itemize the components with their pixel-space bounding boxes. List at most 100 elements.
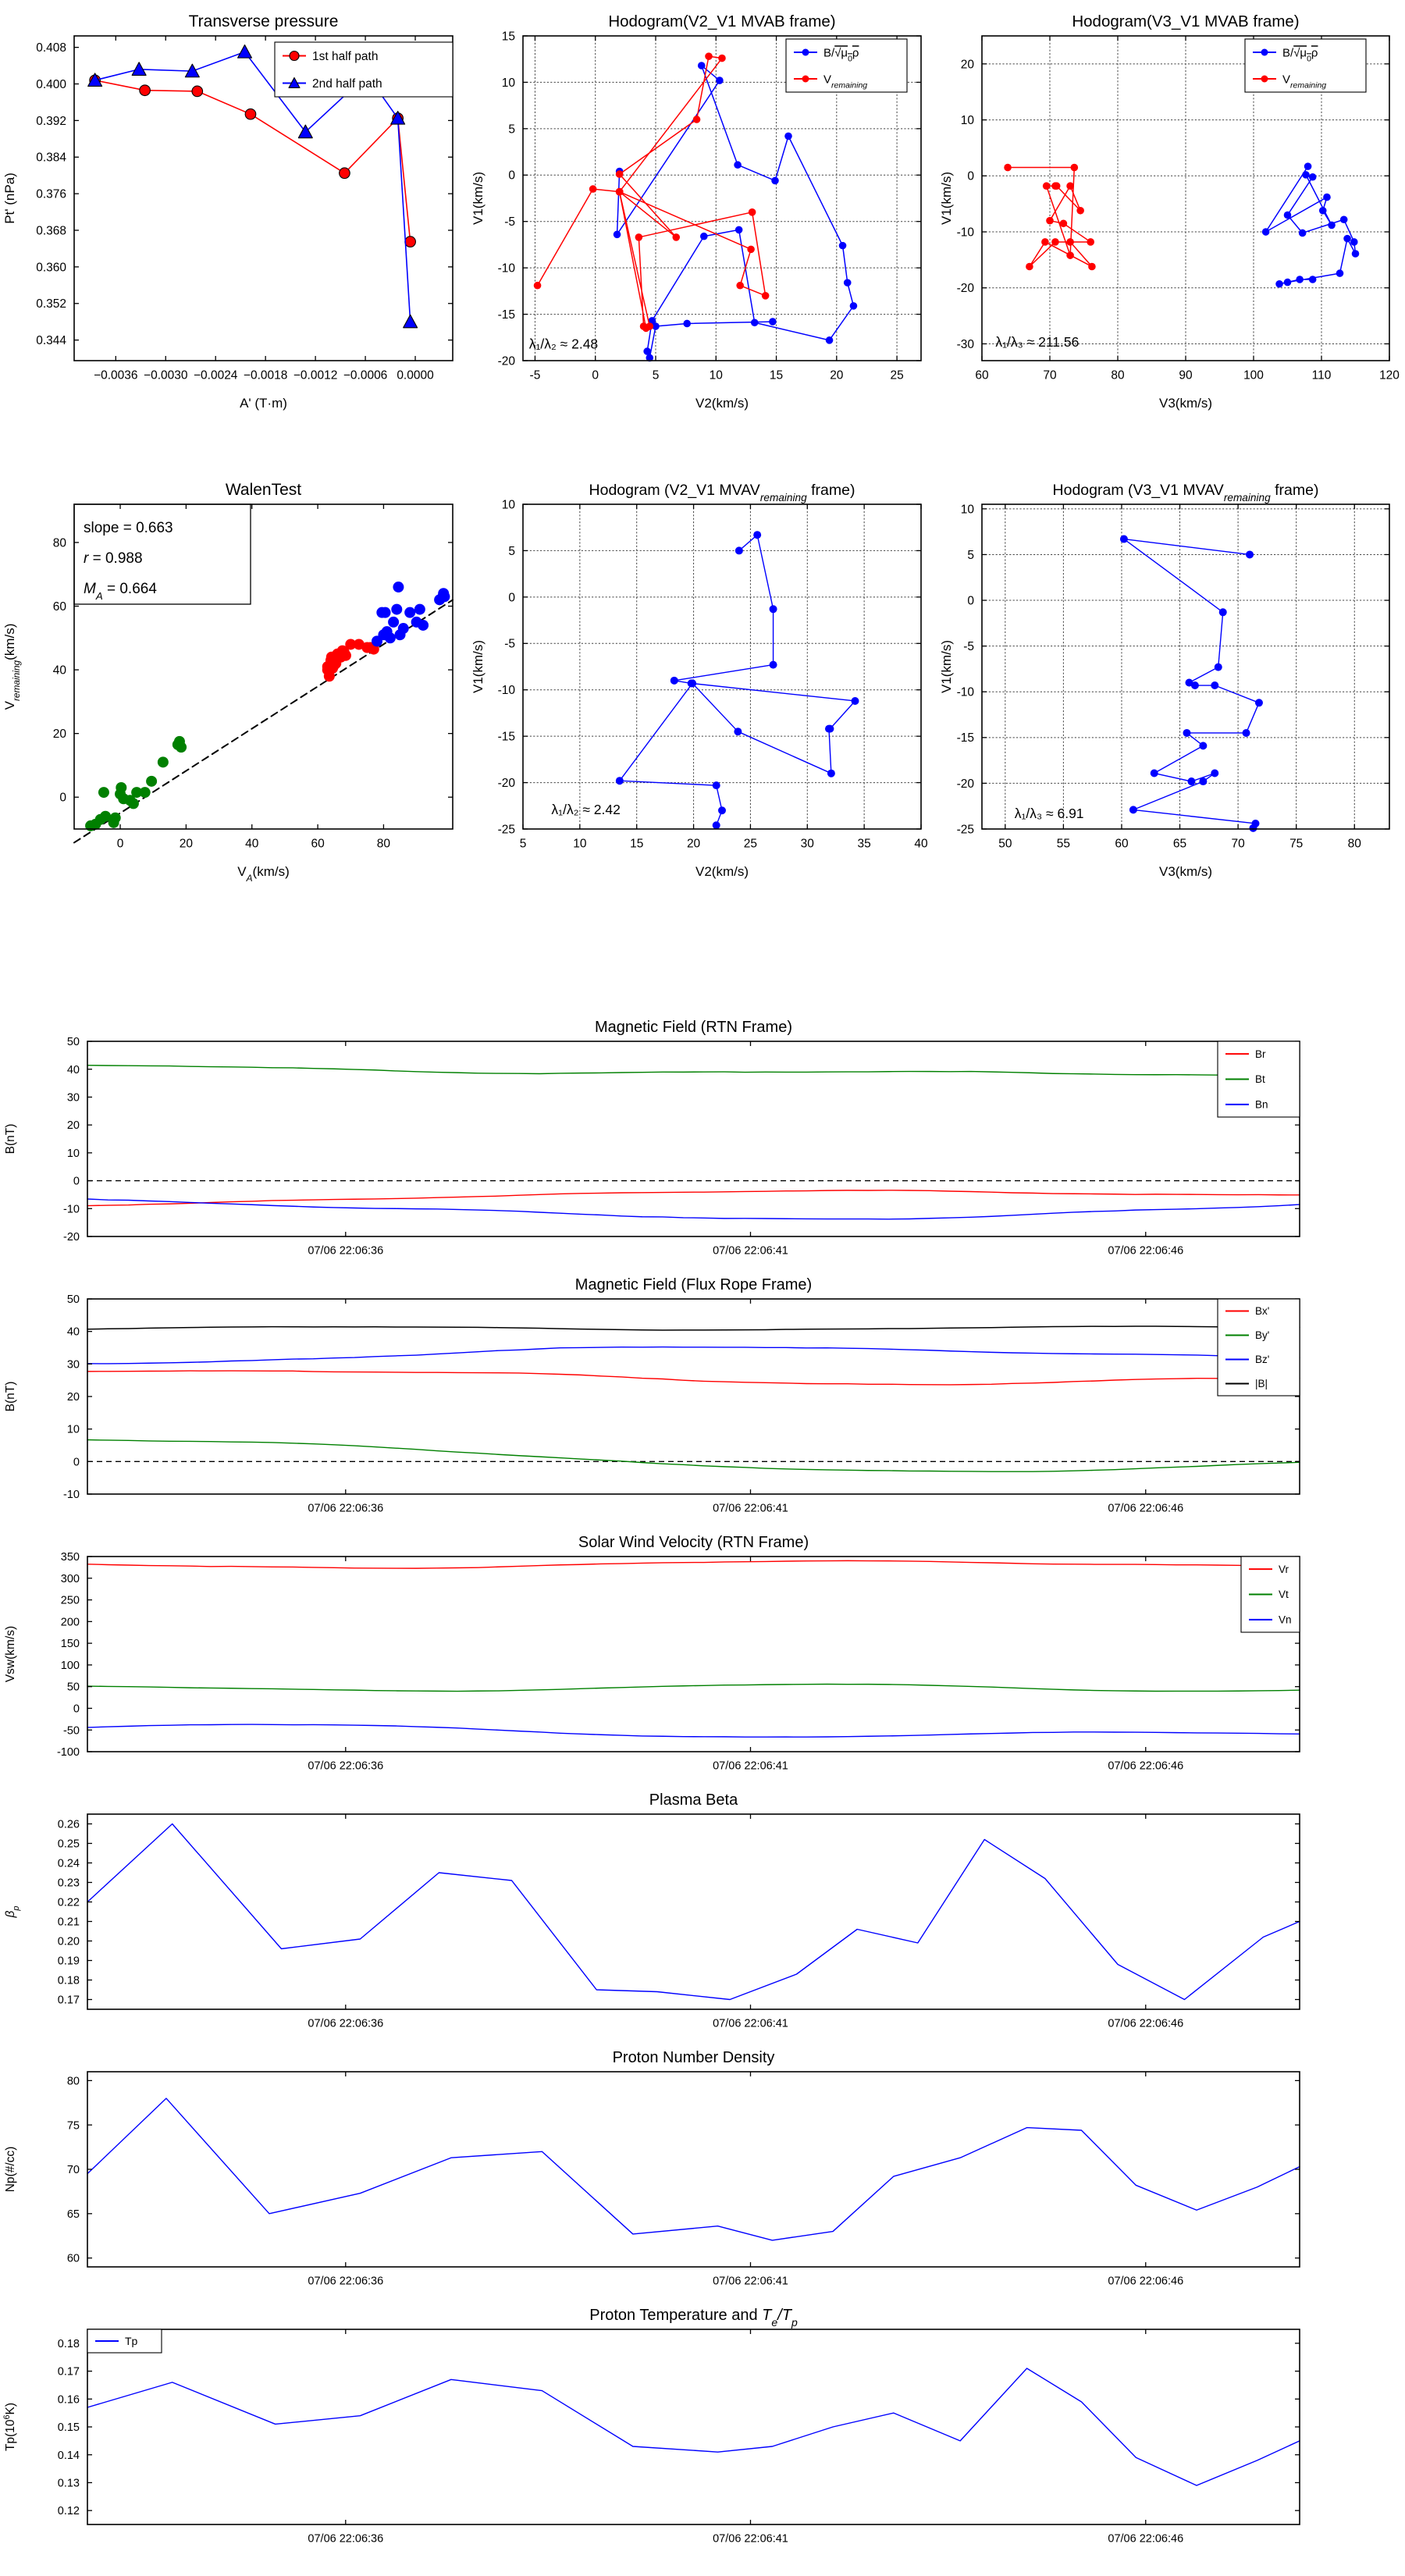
svg-text:slope = 0.663: slope = 0.663 bbox=[84, 520, 173, 536]
svg-text:07/06 22:06:46: 07/06 22:06:46 bbox=[1108, 2018, 1183, 2030]
svg-text:-15: -15 bbox=[957, 731, 974, 745]
svg-text:Proton Number Density: Proton Number Density bbox=[613, 2049, 775, 2066]
svg-text:0: 0 bbox=[73, 1456, 80, 1468]
svg-text:0.352: 0.352 bbox=[36, 297, 66, 311]
svg-text:-20: -20 bbox=[957, 282, 975, 295]
svg-text:Magnetic Field (RTN Frame): Magnetic Field (RTN Frame) bbox=[595, 1019, 792, 1036]
svg-text:0.16: 0.16 bbox=[58, 2393, 80, 2406]
svg-text:λ₁/λ₃ ≈ 6.91: λ₁/λ₃ ≈ 6.91 bbox=[1015, 806, 1084, 821]
svg-text:0.376: 0.376 bbox=[36, 188, 66, 201]
svg-text:Np(#/cc): Np(#/cc) bbox=[4, 2147, 17, 2193]
svg-text:Vr: Vr bbox=[1279, 1564, 1289, 1575]
svg-text:0: 0 bbox=[117, 838, 124, 851]
svg-text:0.25: 0.25 bbox=[58, 1838, 80, 1851]
svg-text:25: 25 bbox=[890, 369, 903, 382]
svg-text:|B|: |B| bbox=[1255, 1378, 1268, 1389]
svg-text:80: 80 bbox=[377, 838, 391, 851]
svg-text:−0.0036: −0.0036 bbox=[94, 369, 137, 382]
svg-text:Vsw(km/s): Vsw(km/s) bbox=[4, 1626, 17, 1682]
svg-text:15: 15 bbox=[770, 369, 783, 382]
svg-text:70: 70 bbox=[1043, 369, 1057, 382]
svg-text:0.360: 0.360 bbox=[36, 261, 66, 274]
svg-text:V2(km/s): V2(km/s) bbox=[695, 864, 749, 879]
svg-text:WalenTest: WalenTest bbox=[226, 481, 301, 499]
svg-text:15: 15 bbox=[630, 838, 643, 851]
svg-text:0.13: 0.13 bbox=[58, 2478, 80, 2490]
svg-text:-10: -10 bbox=[63, 1489, 80, 1501]
svg-text:-10: -10 bbox=[498, 262, 516, 276]
svg-text:0.408: 0.408 bbox=[36, 41, 66, 55]
svg-text:Bt: Bt bbox=[1255, 1073, 1265, 1085]
svg-text:50: 50 bbox=[998, 838, 1012, 851]
svg-text:0.20: 0.20 bbox=[58, 1936, 80, 1948]
svg-text:-25: -25 bbox=[957, 823, 974, 836]
svg-text:07/06 22:06:41: 07/06 22:06:41 bbox=[713, 2018, 788, 2030]
svg-text:0.368: 0.368 bbox=[36, 224, 66, 237]
svg-text:V1(km/s): V1(km/s) bbox=[471, 172, 486, 225]
svg-text:Tp: Tp bbox=[125, 2335, 138, 2347]
svg-text:-5: -5 bbox=[504, 638, 515, 651]
svg-text:Tp(106K): Tp(106K) bbox=[2, 2403, 17, 2451]
svg-text:-10: -10 bbox=[957, 226, 975, 239]
svg-text:80: 80 bbox=[1348, 838, 1362, 851]
svg-text:-10: -10 bbox=[63, 1203, 80, 1215]
svg-text:0.24: 0.24 bbox=[58, 1858, 80, 1870]
svg-text:Transverse pressure: Transverse pressure bbox=[189, 12, 339, 30]
svg-text:50: 50 bbox=[67, 1293, 80, 1306]
svg-text:V2(km/s): V2(km/s) bbox=[695, 396, 749, 411]
svg-text:5: 5 bbox=[520, 838, 527, 851]
svg-text:75: 75 bbox=[1289, 838, 1303, 851]
svg-text:Magnetic Field (Flux Rope Fram: Magnetic Field (Flux Rope Frame) bbox=[575, 1276, 812, 1293]
svg-text:Br: Br bbox=[1255, 1048, 1266, 1060]
svg-text:−0.0024: −0.0024 bbox=[194, 369, 238, 382]
svg-text:V3(km/s): V3(km/s) bbox=[1159, 864, 1212, 879]
svg-text:2nd half path: 2nd half path bbox=[312, 77, 382, 91]
svg-text:−0.0012: −0.0012 bbox=[293, 369, 337, 382]
svg-text:-20: -20 bbox=[498, 354, 516, 368]
svg-text:40: 40 bbox=[67, 1064, 80, 1076]
svg-text:07/06 22:06:36: 07/06 22:06:36 bbox=[308, 2018, 383, 2030]
svg-text:07/06 22:06:36: 07/06 22:06:36 bbox=[308, 1760, 383, 1773]
svg-text:0.18: 0.18 bbox=[58, 2338, 80, 2350]
svg-text:V1(km/s): V1(km/s) bbox=[939, 640, 954, 693]
svg-text:60: 60 bbox=[53, 600, 67, 614]
svg-text:20: 20 bbox=[961, 58, 975, 71]
svg-text:-20: -20 bbox=[957, 777, 975, 791]
svg-text:0.17: 0.17 bbox=[58, 2366, 80, 2379]
svg-text:20: 20 bbox=[830, 369, 844, 382]
svg-text:07/06 22:06:41: 07/06 22:06:41 bbox=[713, 2533, 788, 2546]
svg-text:-5: -5 bbox=[963, 640, 974, 653]
svg-text:0: 0 bbox=[967, 170, 974, 183]
svg-text:250: 250 bbox=[61, 1595, 80, 1607]
svg-text:07/06 22:06:41: 07/06 22:06:41 bbox=[713, 1245, 788, 1258]
svg-text:20: 20 bbox=[67, 1391, 80, 1404]
svg-text:-100: -100 bbox=[57, 1746, 80, 1759]
svg-text:0.14: 0.14 bbox=[58, 2450, 80, 2462]
svg-text:100: 100 bbox=[61, 1660, 80, 1672]
svg-text:Solar Wind Velocity (RTN Frame: Solar Wind Velocity (RTN Frame) bbox=[578, 1534, 809, 1551]
svg-text:−0.0030: −0.0030 bbox=[144, 369, 188, 382]
svg-text:Hodogram(V2_V1 MVAB frame): Hodogram(V2_V1 MVAB frame) bbox=[608, 12, 835, 30]
svg-text:5: 5 bbox=[508, 545, 515, 558]
svg-text:5: 5 bbox=[653, 369, 660, 382]
svg-text:20: 20 bbox=[67, 1119, 80, 1132]
svg-text:120: 120 bbox=[1379, 369, 1400, 382]
svg-text:10: 10 bbox=[573, 838, 587, 851]
svg-text:20: 20 bbox=[53, 728, 67, 741]
svg-text:λ₁/λ₃ ≈ 211.56: λ₁/λ₃ ≈ 211.56 bbox=[995, 334, 1079, 350]
svg-text:0: 0 bbox=[508, 169, 515, 183]
svg-text:110: 110 bbox=[1312, 369, 1332, 382]
svg-text:0.12: 0.12 bbox=[58, 2505, 80, 2517]
svg-text:-20: -20 bbox=[63, 1231, 80, 1244]
svg-text:0.400: 0.400 bbox=[36, 78, 66, 91]
svg-text:40: 40 bbox=[53, 664, 67, 678]
svg-text:07/06 22:06:46: 07/06 22:06:46 bbox=[1108, 1245, 1183, 1258]
svg-text:10: 10 bbox=[710, 369, 724, 382]
svg-text:350: 350 bbox=[61, 1551, 80, 1564]
svg-text:20: 20 bbox=[180, 838, 194, 851]
svg-text:60: 60 bbox=[975, 369, 989, 382]
svg-text:0.384: 0.384 bbox=[36, 151, 66, 165]
svg-text:-10: -10 bbox=[498, 684, 516, 697]
svg-text:80: 80 bbox=[67, 2075, 80, 2087]
svg-text:-5: -5 bbox=[530, 369, 541, 382]
